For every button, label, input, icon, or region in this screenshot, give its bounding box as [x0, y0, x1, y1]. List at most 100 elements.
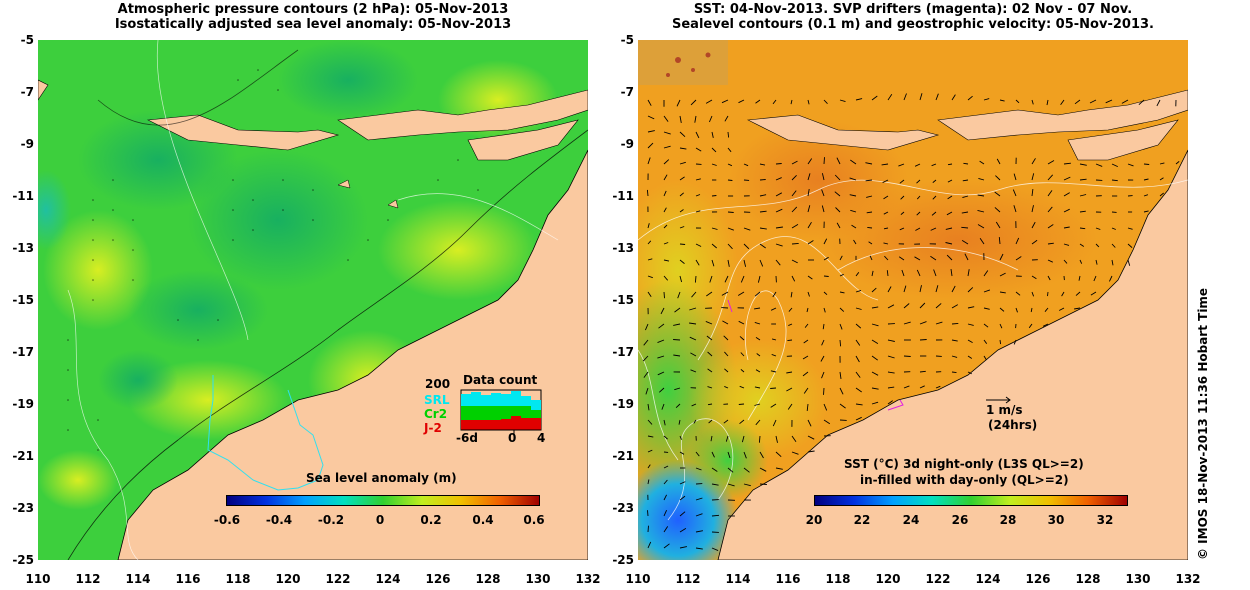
- velocity-arrow: [711, 163, 717, 166]
- lat-tick: -23: [12, 501, 34, 515]
- velocity-arrow: [1143, 178, 1149, 181]
- velocity-arrow: [866, 211, 873, 214]
- velocity-arrow: [755, 369, 761, 373]
- velocity-arrow: [1028, 323, 1033, 329]
- velocity-arrow: [790, 99, 793, 105]
- velocity-arrow: [999, 253, 1004, 261]
- sla-colorbar-tick: 0.2: [420, 513, 442, 527]
- velocity-arrow: [1079, 259, 1083, 264]
- velocity-arrow: [772, 419, 777, 427]
- velocity-arrow: [977, 209, 985, 213]
- velocity-arrow: [756, 353, 761, 357]
- velocity-arrow: [802, 371, 809, 377]
- velocity-arrow: [1063, 162, 1071, 165]
- velocity-arrow: [871, 355, 878, 361]
- left-title-line1: Atmospheric pressure contours (2 hPa): 0…: [117, 2, 509, 17]
- velocity-arrow: [1111, 227, 1116, 230]
- lat-tick: -25: [612, 553, 634, 567]
- velocity-arrow: [695, 547, 703, 550]
- velocity-arrow: [823, 256, 829, 261]
- velocity-arrow: [823, 419, 831, 425]
- velocity-arrow: [647, 464, 651, 469]
- velocity-arrow: [695, 194, 701, 197]
- sla-colorbar-tick: -0.2: [317, 513, 345, 527]
- velocity-arrow: [663, 543, 670, 549]
- velocity-arrow: [1012, 189, 1017, 197]
- velocity-arrow: [679, 451, 685, 455]
- velocity-arrow: [1093, 275, 1097, 282]
- svp-drifter-track: [887, 399, 904, 411]
- velocity-arrow: [710, 435, 713, 442]
- velocity-arrow: [978, 177, 985, 181]
- velocity-arrow: [663, 435, 668, 440]
- velocity-arrow: [946, 211, 953, 216]
- inset-y-label: 200: [425, 377, 451, 391]
- lon-tick: 130: [525, 572, 551, 586]
- velocity-arrow: [743, 483, 751, 487]
- velocity-arrow: [951, 371, 957, 374]
- lon-tick: 114: [725, 572, 751, 586]
- velocity-arrow: [647, 541, 652, 549]
- lon-tick: 128: [475, 572, 501, 586]
- velocity-arrow: [807, 221, 812, 229]
- velocity-arrow: [743, 163, 749, 167]
- imos-credit: © IMOS 18-Nov-2013 11:36 Hobart Time: [1196, 287, 1210, 560]
- velocity-arrow: [995, 175, 1001, 181]
- velocity-arrow: [869, 255, 873, 261]
- velocity-arrow: [711, 514, 720, 517]
- velocity-arrow: [725, 435, 729, 442]
- velocity-arrow: [855, 272, 860, 277]
- velocity-arrow: [711, 547, 719, 552]
- sst-colorbar-tick: 26: [951, 513, 969, 527]
- velocity-arrow: [900, 195, 905, 200]
- velocity-arrow: [754, 307, 761, 310]
- velocity-arrow: [1095, 259, 1098, 265]
- velocity-arrow: [1013, 205, 1017, 213]
- velocity-arrow: [727, 163, 733, 167]
- velocity-arrow: [755, 419, 761, 426]
- lat-tick: -7: [620, 85, 634, 99]
- velocity-arrow: [919, 339, 927, 341]
- velocity-arrow: [791, 242, 799, 245]
- velocity-arrow: [660, 307, 665, 315]
- velocity-arrow: [740, 369, 745, 373]
- velocity-arrow: [883, 242, 889, 245]
- velocity-arrow: [1046, 99, 1049, 106]
- velocity-arrow: [919, 285, 922, 293]
- velocity-arrow: [694, 275, 697, 283]
- velocity-arrow: [791, 174, 797, 181]
- velocity-arrow: [935, 303, 942, 309]
- velocity-arrow: [1030, 307, 1033, 313]
- velocity-arrow: [775, 226, 783, 229]
- data-count-bars: [461, 391, 541, 430]
- velocity-arrow: [919, 321, 927, 325]
- velocity-arrow: [706, 291, 713, 297]
- velocity-arrow: [839, 273, 844, 277]
- lat-tick: -19: [12, 397, 34, 411]
- lon-tick: 120: [875, 572, 901, 586]
- velocity-arrow: [644, 323, 649, 331]
- velocity-arrow: [707, 368, 713, 373]
- velocity-arrow: [807, 99, 810, 105]
- velocity-arrow: [721, 99, 729, 104]
- velocity-arrow: [759, 243, 766, 249]
- velocity-arrow: [1015, 237, 1020, 245]
- velocity-arrow: [851, 224, 857, 229]
- velocity-arrow: [791, 435, 797, 442]
- velocity-arrow: [916, 179, 921, 184]
- velocity-arrow: [807, 419, 812, 427]
- velocity-arrow: [645, 387, 649, 395]
- velocity-arrow: [724, 385, 729, 389]
- velocity-arrow: [994, 191, 1001, 197]
- lon-tick: 112: [75, 572, 101, 586]
- velocity-arrow: [679, 161, 686, 165]
- velocity-arrow: [1031, 221, 1036, 229]
- lat-tick: -11: [12, 189, 34, 203]
- velocity-arrow: [967, 355, 973, 359]
- velocity-arrow: [903, 93, 907, 101]
- velocity-arrow: [771, 353, 777, 357]
- velocity-arrow: [787, 403, 793, 410]
- sea-level-contours: [638, 179, 1188, 521]
- velocity-arrow: [823, 291, 828, 296]
- velocity-arrow: [647, 403, 650, 411]
